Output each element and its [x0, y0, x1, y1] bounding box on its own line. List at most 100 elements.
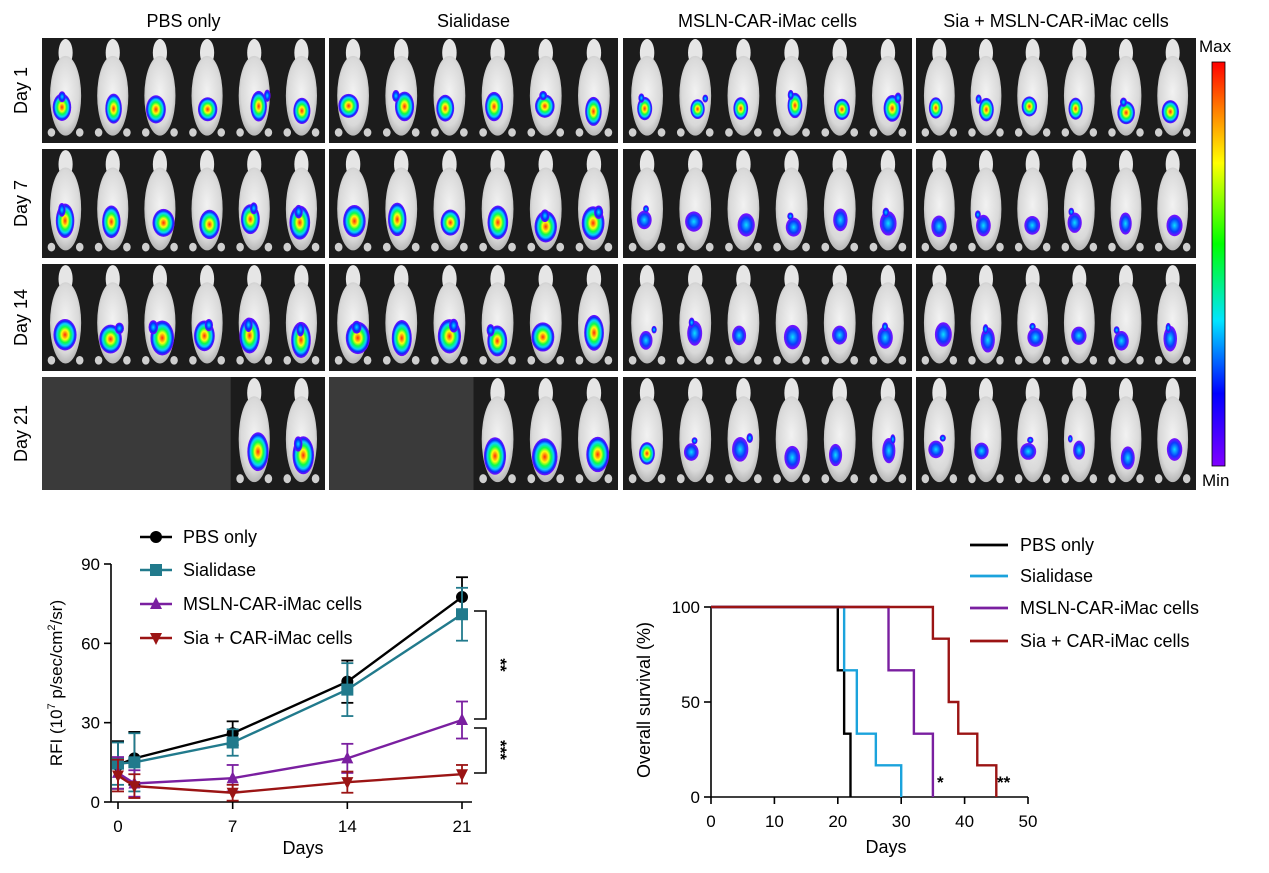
colorbar-max-label: Max	[1199, 37, 1232, 56]
tile-background	[623, 38, 912, 143]
mouse	[575, 265, 613, 365]
mouse-foot	[527, 356, 536, 365]
mouse-foot	[1182, 242, 1191, 252]
colorbar-min-label: Min	[1202, 471, 1229, 490]
mouse-foot	[604, 128, 613, 137]
mouse-foot	[334, 242, 343, 252]
mouse	[968, 378, 1004, 484]
mouse	[527, 378, 565, 484]
mouse-foot	[869, 356, 878, 365]
mouse-foot	[382, 356, 391, 365]
mouse-foot	[898, 474, 907, 484]
mouse-body	[631, 396, 663, 483]
mouse-foot	[1089, 356, 1098, 365]
mouse-foot	[94, 242, 103, 252]
signal-spot	[296, 322, 305, 337]
mouse-foot	[311, 356, 320, 365]
mouse-foot	[773, 356, 781, 365]
mouse	[94, 39, 131, 137]
tile-background	[42, 149, 325, 258]
signal-spot	[1119, 212, 1132, 235]
signal-spot	[746, 433, 754, 443]
mouse-foot	[556, 242, 565, 252]
colorbar-gradient	[1211, 61, 1226, 467]
mouse-foot	[949, 356, 958, 365]
rfi-series-line	[117, 773, 463, 794]
signal-spot	[1165, 322, 1172, 334]
mouse-foot	[1014, 242, 1023, 252]
mouse-foot	[123, 356, 131, 365]
mouse	[479, 39, 516, 137]
mouse-foot	[869, 242, 878, 252]
mouse	[1014, 378, 1051, 484]
signal-spot	[974, 210, 981, 219]
group-titles: PBS only Sialidase MSLN-CAR-iMac cells Sia …	[146, 11, 1168, 31]
signal-spot	[58, 91, 66, 103]
mouse-foot	[773, 128, 781, 137]
mouse-foot	[189, 356, 197, 365]
mouse	[575, 150, 613, 252]
mouse-body	[727, 282, 760, 364]
mouse-foot	[236, 242, 244, 252]
imaging-tiles	[42, 38, 1196, 490]
mouse	[921, 39, 958, 137]
signal-spot	[483, 437, 507, 475]
signal-spot	[247, 432, 269, 472]
signal-spot	[683, 443, 699, 461]
mouse-foot	[575, 128, 584, 137]
signal-spot	[250, 202, 258, 215]
mouse-foot	[123, 128, 131, 137]
mouse	[1154, 150, 1191, 252]
signal-spot	[890, 434, 896, 445]
mouse-foot	[850, 356, 859, 365]
mouse-body	[823, 282, 856, 364]
mouse-body	[1063, 282, 1095, 364]
tile-background	[623, 264, 912, 371]
mouse	[921, 265, 958, 365]
data-point-triangle-down	[112, 770, 124, 783]
mouse	[628, 150, 666, 252]
signal-spot	[894, 92, 902, 104]
signal-spot	[440, 209, 461, 236]
imaging-tile	[42, 149, 325, 258]
mouse-foot	[1061, 356, 1070, 365]
tile-background	[42, 38, 325, 143]
mouse	[676, 378, 714, 484]
imaging-tile	[42, 264, 325, 371]
survival-x-ticks: 0 10 20 30 40 50	[706, 797, 1037, 831]
data-point-triangle-up	[226, 771, 239, 784]
survival-chart: 0 50 100 0 10 20 30 40 50 Days Overall survival…	[634, 535, 1199, 857]
mouse-foot	[754, 128, 762, 137]
imaging-tile	[623, 264, 912, 371]
mouse-body	[823, 55, 856, 136]
mouse-foot	[283, 356, 292, 365]
signal-spot	[639, 442, 655, 465]
mouse-foot	[1108, 242, 1116, 252]
signal-spot	[733, 97, 749, 120]
mouse-body	[775, 167, 808, 251]
mouse-body	[727, 167, 760, 251]
mouse-foot	[949, 474, 958, 484]
survival-curve-3	[711, 605, 998, 797]
imaging-tile	[916, 264, 1196, 371]
mouse	[283, 378, 320, 484]
mouse-foot	[508, 356, 516, 365]
mouse	[676, 150, 714, 252]
rfi-x-ticks: 0 7 14 21	[113, 802, 471, 836]
mouse-foot	[283, 474, 292, 484]
mouse-body	[970, 167, 1002, 251]
mouse-body	[970, 55, 1002, 136]
mouse-foot	[363, 128, 372, 137]
signal-spot	[293, 436, 303, 452]
mouse-foot	[1108, 474, 1116, 484]
signal-spot	[250, 90, 267, 122]
mouse-foot	[1136, 356, 1144, 365]
rfi-legend-label: Sia + CAR-iMac cells	[183, 628, 353, 648]
signal-spot	[939, 434, 946, 442]
mouse-foot	[47, 242, 56, 252]
signal-spot	[594, 205, 604, 219]
signal-spot	[487, 205, 509, 240]
signal-spot	[638, 93, 645, 103]
mouse-foot	[1061, 242, 1070, 252]
tile-background	[916, 377, 1196, 490]
